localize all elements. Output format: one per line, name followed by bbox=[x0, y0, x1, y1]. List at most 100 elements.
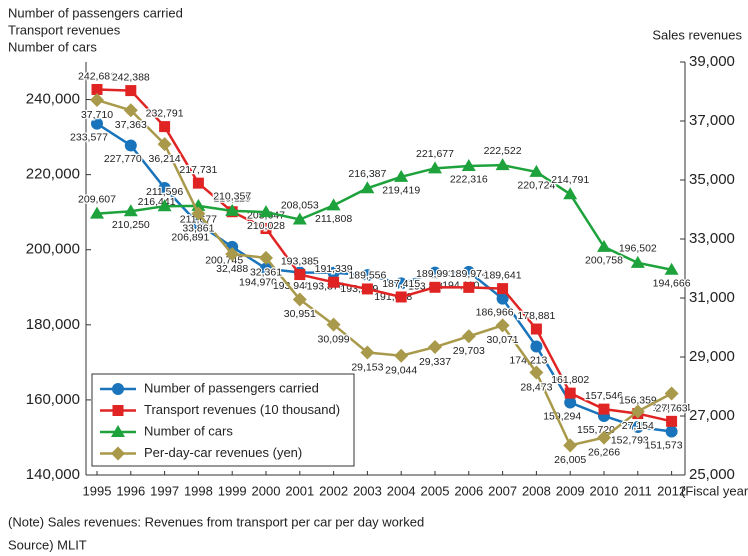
y2-axis-title: Sales revenues bbox=[652, 27, 742, 42]
data-label: 156,359 bbox=[619, 394, 657, 406]
data-label: 222,522 bbox=[484, 145, 522, 157]
point bbox=[361, 283, 373, 295]
x-tick-label: 2010 bbox=[590, 483, 619, 498]
point bbox=[326, 198, 341, 211]
data-label: 210,250 bbox=[112, 219, 150, 231]
point bbox=[328, 276, 340, 288]
data-label: 189,641 bbox=[484, 269, 522, 281]
data-label: 157,546 bbox=[585, 390, 623, 402]
data-label: 211,808 bbox=[315, 213, 352, 225]
point bbox=[529, 365, 544, 380]
y2-tick-label: 31,000 bbox=[689, 289, 735, 306]
point bbox=[158, 181, 171, 194]
point bbox=[260, 223, 272, 235]
x-tick-label: 2009 bbox=[556, 483, 585, 498]
legend-label: Number of passengers carried bbox=[144, 380, 319, 395]
data-label: 161,802 bbox=[551, 374, 589, 386]
legend-label: Per-day-car revenues (yen) bbox=[144, 445, 302, 460]
legend-marker bbox=[111, 425, 125, 437]
point bbox=[125, 85, 137, 97]
x-tick-label: 2012 bbox=[657, 483, 686, 498]
data-label: 26,266 bbox=[588, 446, 620, 458]
data-label: 27,154 bbox=[622, 420, 654, 432]
x-tick-label: 2007 bbox=[488, 483, 517, 498]
data-label: 214,791 bbox=[551, 174, 589, 186]
x-tick-label: 2004 bbox=[387, 483, 416, 498]
data-label: 37,363 bbox=[115, 119, 147, 131]
point bbox=[90, 93, 104, 108]
data-label: 200,758 bbox=[585, 255, 623, 267]
point bbox=[394, 348, 409, 363]
data-label: 28,473 bbox=[520, 381, 552, 393]
data-label: 30,071 bbox=[487, 334, 519, 346]
point bbox=[428, 161, 442, 174]
data-label: 29,153 bbox=[351, 361, 383, 373]
data-label: 189,556 bbox=[348, 270, 386, 282]
data-label: 154,294 bbox=[653, 402, 691, 414]
point bbox=[360, 181, 375, 194]
data-label: 30,951 bbox=[284, 308, 316, 320]
series-line bbox=[96, 88, 672, 423]
data-label: 219,419 bbox=[382, 185, 420, 197]
point bbox=[192, 217, 205, 230]
point bbox=[597, 430, 611, 445]
data-label: 189,974 bbox=[450, 268, 488, 280]
data-label: 26,005 bbox=[554, 454, 586, 466]
data-label: 32,361 bbox=[250, 267, 282, 279]
note: Source) MLIT bbox=[8, 537, 87, 552]
data-label: 196,502 bbox=[619, 243, 657, 255]
point bbox=[361, 269, 374, 282]
data-label: 211,596 bbox=[146, 186, 183, 198]
y-tick-label: 240,000 bbox=[26, 91, 80, 108]
point bbox=[327, 266, 340, 279]
data-label: 232,791 bbox=[146, 107, 184, 119]
point bbox=[495, 158, 510, 171]
data-label: 187,415 bbox=[382, 278, 420, 290]
point bbox=[157, 137, 172, 152]
point bbox=[259, 205, 273, 218]
legend-marker bbox=[112, 405, 124, 416]
point bbox=[91, 117, 103, 130]
point bbox=[529, 164, 544, 177]
point bbox=[225, 247, 240, 262]
x-tick-label: 2003 bbox=[353, 483, 382, 498]
point bbox=[598, 403, 610, 415]
point bbox=[259, 250, 273, 265]
data-label: 194,970 bbox=[239, 276, 277, 288]
x-tick-label: 2005 bbox=[421, 483, 450, 498]
data-label: 33,861 bbox=[182, 222, 214, 234]
x-tick-label: 2000 bbox=[252, 483, 281, 498]
y2-tick-label: 35,000 bbox=[689, 171, 735, 188]
x-tick-label: 1999 bbox=[218, 483, 247, 498]
point bbox=[563, 438, 578, 453]
point bbox=[597, 239, 611, 252]
x-tick-label: 1998 bbox=[184, 483, 213, 498]
data-label: 210,119 bbox=[214, 193, 251, 205]
data-label: 242,681 bbox=[78, 70, 116, 82]
point bbox=[292, 212, 307, 225]
point bbox=[192, 177, 204, 189]
data-label: 221,677 bbox=[416, 148, 454, 160]
data-label: 209,607 bbox=[78, 193, 116, 205]
data-label: 191,339 bbox=[315, 263, 353, 275]
point bbox=[91, 83, 103, 95]
data-label: 29,044 bbox=[385, 364, 417, 376]
point bbox=[461, 329, 476, 344]
data-label: 233,577 bbox=[70, 131, 108, 143]
data-label: 32,488 bbox=[216, 263, 248, 275]
x-tick-label: 2006 bbox=[454, 483, 483, 498]
data-label: 37,710 bbox=[81, 109, 113, 121]
y-tick-label: 160,000 bbox=[26, 391, 80, 408]
point bbox=[191, 206, 206, 221]
note: (Note) Sales revenues: Revenues from tra… bbox=[8, 514, 424, 529]
data-label: 194,666 bbox=[653, 278, 691, 290]
data-label: 152,793 bbox=[611, 435, 649, 447]
y-axis-title: Transport revenues bbox=[8, 22, 121, 37]
y-tick-label: 200,000 bbox=[26, 241, 80, 258]
point bbox=[395, 277, 408, 290]
point bbox=[124, 139, 137, 152]
point bbox=[564, 396, 577, 409]
y-tick-label: 140,000 bbox=[26, 466, 80, 483]
point bbox=[429, 266, 441, 279]
